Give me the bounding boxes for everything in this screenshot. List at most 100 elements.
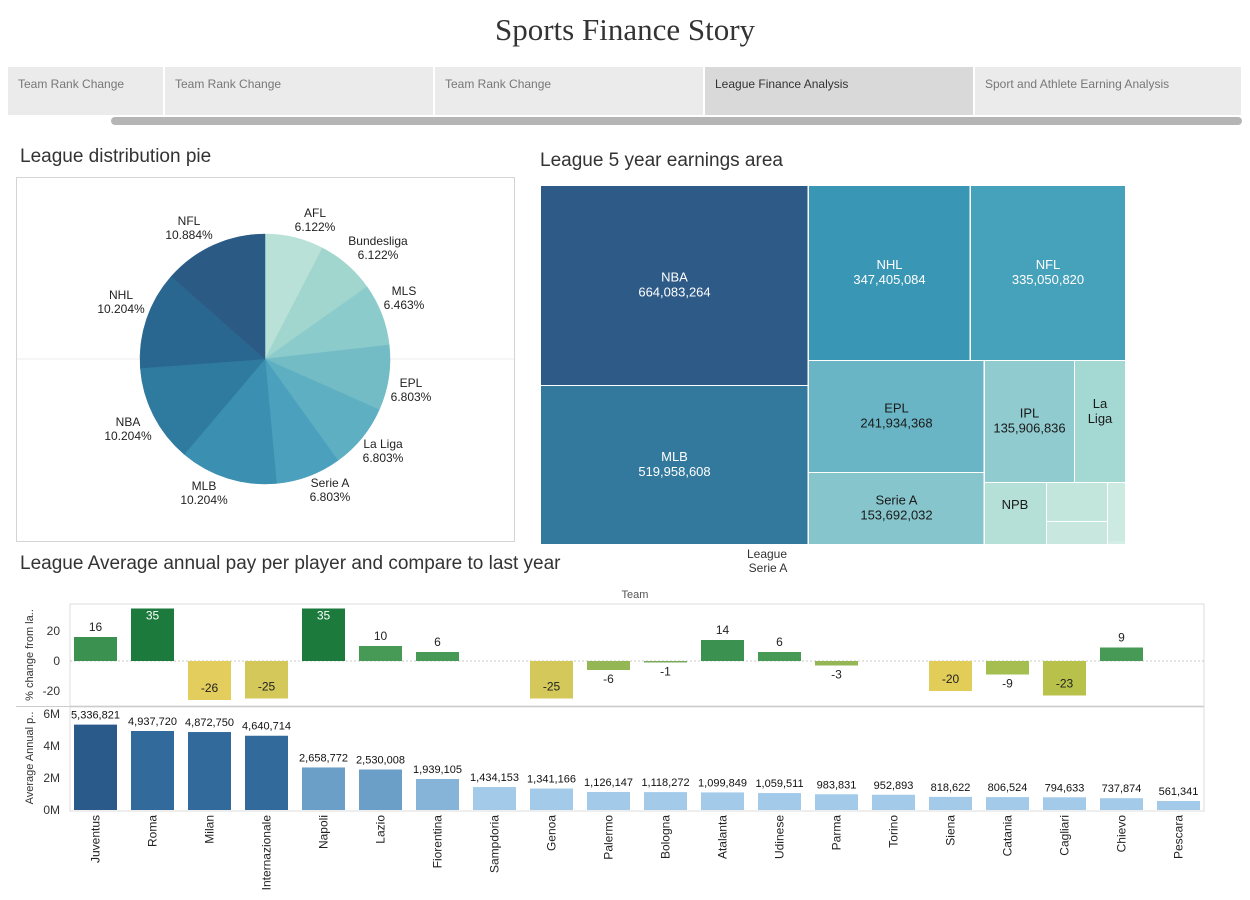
story-tab-team-rank-change-3[interactable]: Team Rank Change [435,67,704,115]
treemap-label-mlb: MLB [661,449,688,464]
pct-bar-catania [986,661,1029,675]
pct-bar-napoli [302,608,345,661]
pay-label-milan: 4,872,750 [185,717,234,729]
pay-bar-parma [815,794,858,810]
pay-bar-genoa [530,788,573,810]
pct-bar-parma [815,661,858,666]
treemap-cell-nhl [809,186,970,360]
pct-label-lazio: 10 [374,629,388,643]
pay-label-fiorentina: 1,939,105 [413,764,462,776]
pay-bar-internazionale [245,735,288,810]
pay-label-lazio: 2,530,008 [356,755,405,767]
team-tick-palermo: Palermo [602,815,616,860]
treemap-label-nfl: NFL [1036,257,1061,272]
pay-bar-bologna [644,792,687,810]
treemap-cell-npb [985,483,1046,544]
tab-label: Team Rank Change [175,77,282,91]
pct-label-atalanta: 14 [716,623,730,637]
treemap-cell-minor-2 [1047,522,1107,544]
pct-label-chievo: 9 [1118,631,1125,645]
pay-label-internazionale: 4,640,714 [242,721,291,733]
pct-label-internazionale: -25 [258,680,276,694]
story-nav-scrollbar[interactable] [111,117,1242,125]
team-tick-napoli: Napoli [317,815,331,849]
treemap-label-nhl: NHL [876,257,902,272]
pay-label-catania: 806,524 [988,782,1028,794]
pay-bar-palermo [587,791,630,810]
story-tab-sport-athlete-earning[interactable]: Sport and Athlete Earning Analysis [975,67,1242,115]
pay-bar-udinese [758,793,801,810]
pay-label-atalanta: 1,099,849 [698,777,747,789]
pay-bar-napoli [302,767,345,810]
story-tab-league-finance-analysis[interactable]: League Finance Analysis [705,67,974,115]
pay-y-axis-title: Average Annual p.. [24,712,36,805]
pay-label-chievo: 737,874 [1102,783,1142,795]
treemap-value-serie-a: 153,692,032 [860,508,932,523]
treemap-value-epl: 241,934,368 [860,416,932,431]
pay-label-torino: 952,893 [874,780,914,792]
team-tick-pescara: Pescara [1172,815,1186,859]
pie-chart-title: League distribution pie [20,146,212,167]
pay-label-roma: 4,937,720 [128,716,177,728]
story-title: Sports Finance Story [494,12,756,47]
treemap-value-nfl: 335,050,820 [1012,272,1084,287]
treemap-cell-nba [541,186,808,385]
team-tick-parma: Parma [830,815,844,851]
pay-y-tick: 4M [43,739,60,753]
team-tick-chievo: Chievo [1115,815,1129,853]
pct-label-fiorentina: 6 [434,635,441,649]
pct-bar-chievo [1100,647,1143,661]
pay-label-siena: 818,622 [931,782,971,794]
pay-bar-lazio [359,769,402,810]
bar-chart-title: League Average annual pay per player and… [20,553,561,574]
pct-bar-cagliari [1043,661,1086,696]
pct-label-cagliari: -23 [1056,677,1074,691]
pct-y-tick: 0 [53,654,60,668]
pay-bar-roma [131,730,174,810]
pct-label-napoli: 35 [317,609,331,623]
pie-chart-frame [16,177,515,542]
treemap-value-nba: 664,083,264 [638,285,710,300]
pay-label-parma: 983,831 [817,779,857,791]
team-tick-sampdoria: Sampdoria [488,815,502,873]
pct-label-parma: -3 [831,668,842,682]
pay-bar-fiorentina [416,778,459,810]
pct-label-udinese: 6 [776,635,783,649]
treemap-cell-la-liga [1075,361,1125,482]
treemap-tooltip-value: Serie A [749,561,788,575]
tab-label: League Finance Analysis [715,77,849,91]
pct-label-bologna: -1 [660,665,671,679]
pct-label-genoa: -25 [543,680,561,694]
pay-label-bologna: 1,118,272 [641,777,689,789]
pct-plot-frame [69,603,1205,707]
story-tab-team-rank-change-1[interactable]: Team Rank Change [8,67,164,115]
pay-label-napoli: 2,658,772 [299,752,348,764]
pay-bar-atalanta [701,792,744,810]
pay-y-tick: 6M [43,707,60,721]
treemap-value-mlb: 519,958,608 [638,464,710,479]
team-tick-internazionale: Internazionale [260,815,274,891]
tab-label: Team Rank Change [445,77,552,91]
pct-bar-bologna [644,661,687,663]
pct-y-tick: 20 [47,624,61,638]
treemap-cell-ipl [985,361,1074,482]
pay-bar-siena [929,796,972,810]
team-tick-genoa: Genoa [545,815,559,851]
pct-bar-fiorentina [416,652,459,661]
bar-x-axis-title: Team [622,589,649,601]
treemap-cell-minor-1 [1047,483,1107,521]
treemap-cell-serie-a [809,473,984,544]
pay-y-tick: 2M [43,771,60,785]
story-tab-team-rank-change-2[interactable]: Team Rank Change [165,67,434,115]
treemap-cell-nfl [971,186,1125,360]
pay-bar-milan [188,732,231,810]
pct-bar-lazio [359,646,402,661]
pay-label-genoa: 1,341,166 [527,774,576,786]
pay-bar-catania [986,797,1029,810]
treemap-title: League 5 year earnings area [540,150,783,171]
treemap-tooltip-label: League [747,547,787,561]
treemap-cell-minor-3 [1108,483,1125,541]
pct-bar-milan [188,661,231,700]
pay-plot-frame [69,706,1205,812]
pay-bar-chievo [1100,798,1143,810]
